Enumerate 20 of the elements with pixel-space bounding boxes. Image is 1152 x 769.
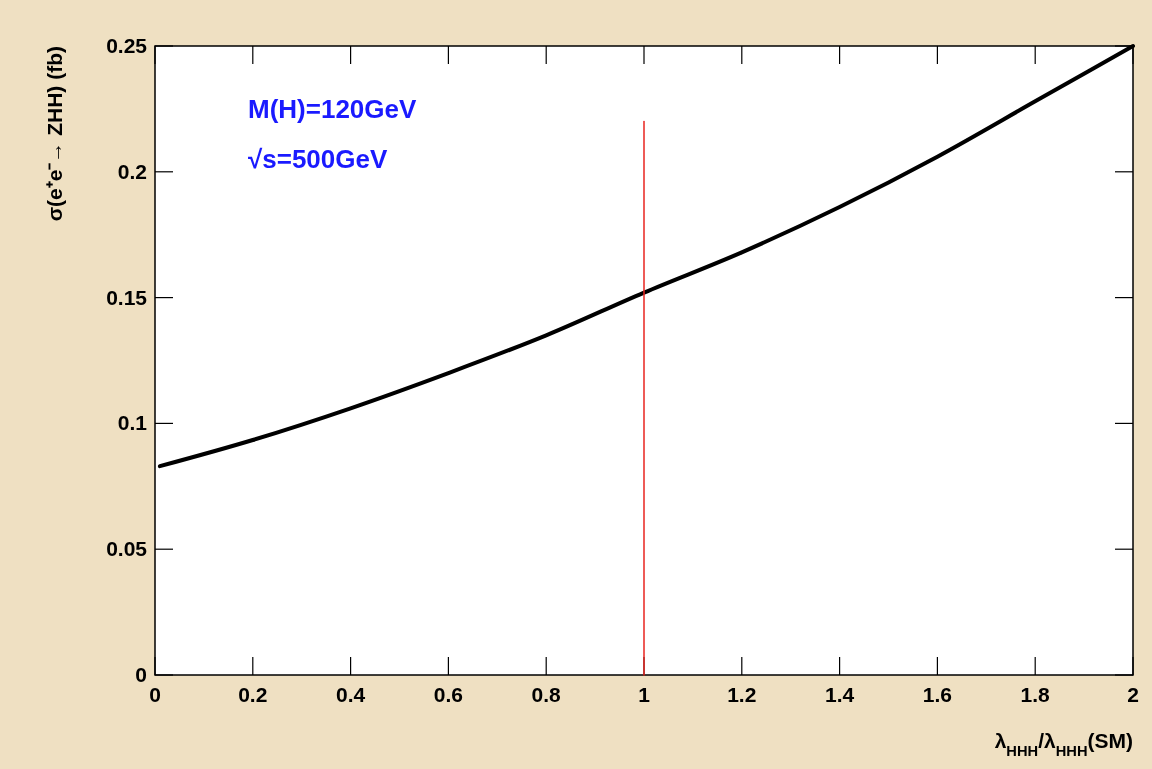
x-axis-title: λ$_{HHH}$/λ$_{HHH}$(SM) (994, 729, 1133, 759)
x-tick-label: 1.2 (727, 683, 757, 706)
x-tick-label: 0.8 (531, 683, 562, 706)
annotation: M(H)=120GeV (248, 94, 417, 124)
y-tick-label: 0.25 (106, 34, 148, 57)
x-tick-label: 2 (1127, 683, 1139, 706)
x-tick-label: 1.6 (922, 683, 952, 706)
x-tick-label: 1.8 (1020, 683, 1051, 706)
x-tick-label: 0.6 (433, 683, 463, 706)
x-tick-label: 1 (638, 683, 651, 706)
y-tick-label: 0.15 (106, 285, 148, 309)
x-tick-label: 1.4 (825, 683, 855, 706)
y-tick-label: 0.05 (106, 537, 148, 561)
x-tick-label: 0.4 (336, 683, 366, 706)
annotation: √s=500GeV (248, 144, 388, 174)
y-tick-label: 0.2 (117, 159, 147, 183)
x-tick-label: 0.2 (238, 683, 268, 706)
y-tick-label: 0 (135, 663, 147, 686)
y-tick-label: 0.1 (117, 411, 148, 435)
y-axis-title: σ(e⁺e⁻→ ZHH) (fb) (43, 46, 66, 222)
